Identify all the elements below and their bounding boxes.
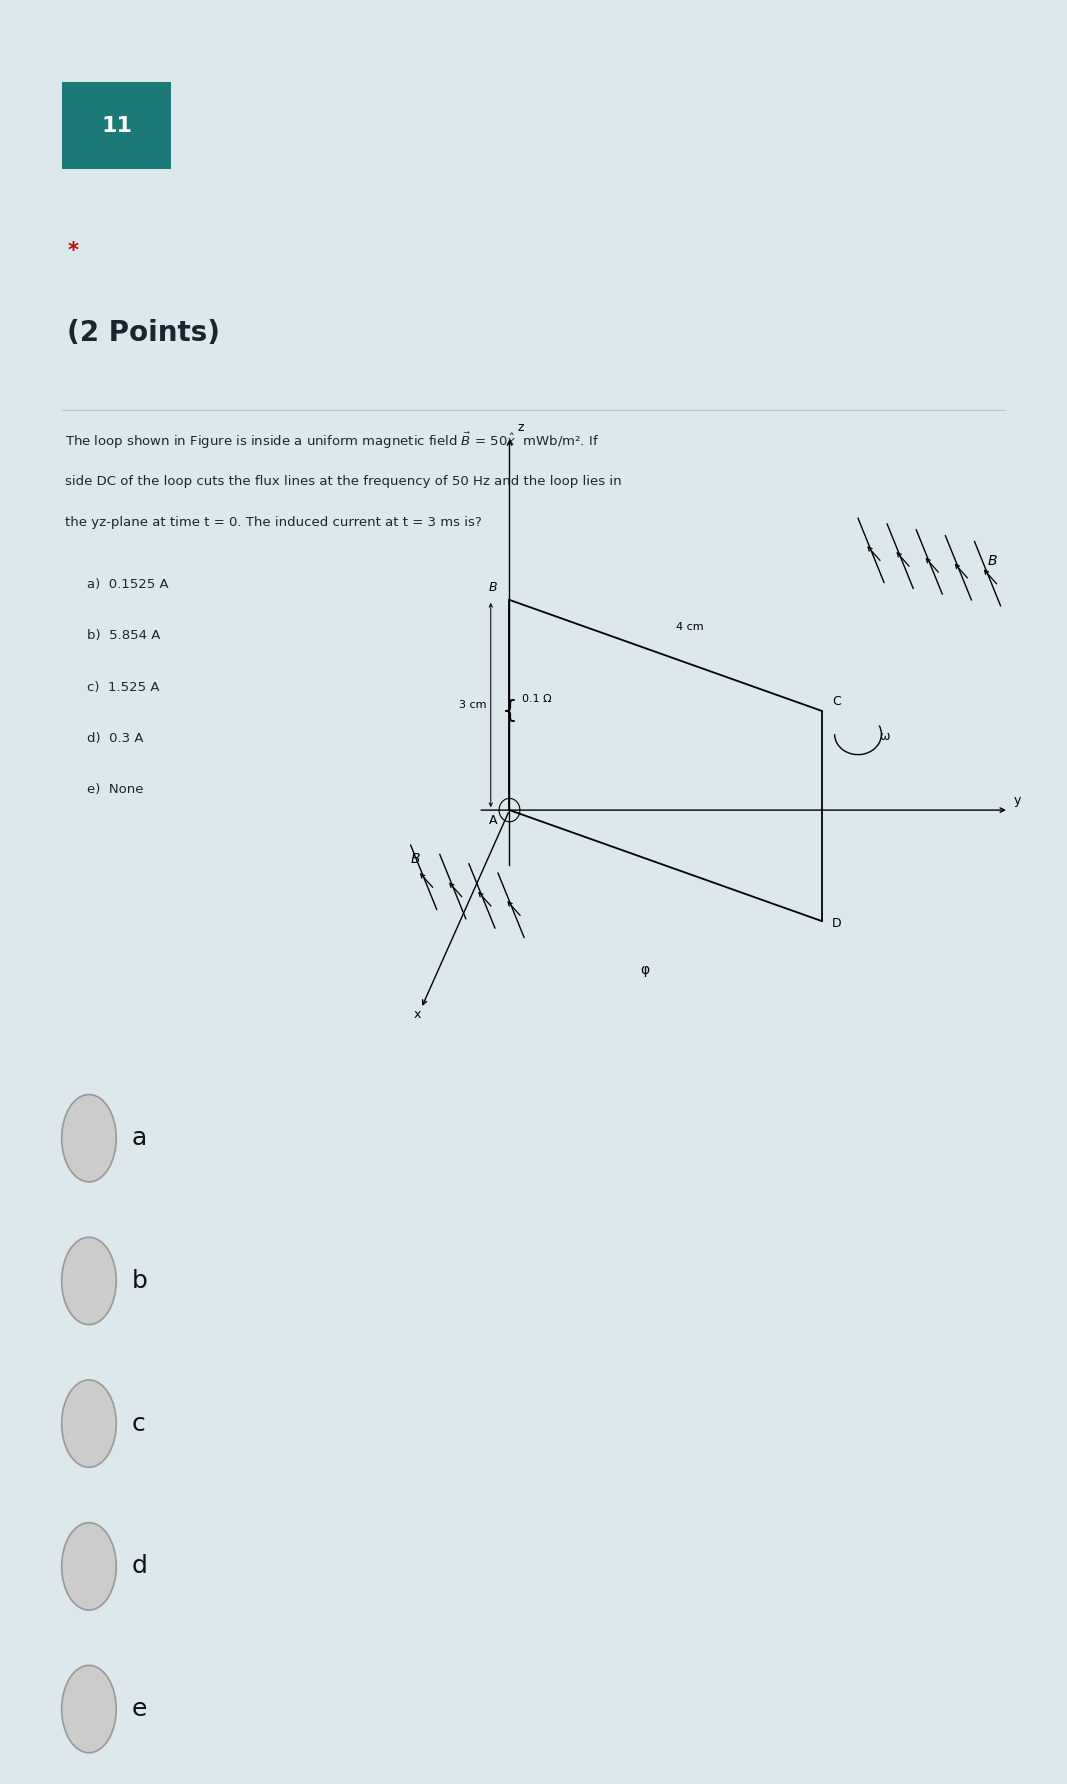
Text: a: a <box>131 1126 147 1151</box>
Text: B: B <box>988 553 998 567</box>
Text: (2 Points): (2 Points) <box>67 319 220 348</box>
Text: a)  0.1525 A: a) 0.1525 A <box>87 578 169 591</box>
Text: b: b <box>131 1268 147 1293</box>
Ellipse shape <box>62 1238 116 1324</box>
Text: the yz-plane at time t = 0. The induced current at t = 3 ms is?: the yz-plane at time t = 0. The induced … <box>65 516 482 530</box>
FancyBboxPatch shape <box>62 82 172 169</box>
Ellipse shape <box>62 1666 116 1752</box>
Text: z: z <box>517 421 524 434</box>
Text: x: x <box>414 1008 421 1020</box>
Text: 0.1 Ω: 0.1 Ω <box>522 694 552 705</box>
Text: B: B <box>489 580 497 594</box>
Text: e)  None: e) None <box>87 783 143 796</box>
Text: ω: ω <box>879 730 889 742</box>
Text: φ: φ <box>640 963 650 976</box>
Text: 3 cm: 3 cm <box>459 699 487 710</box>
Text: y: y <box>1014 794 1021 806</box>
Ellipse shape <box>62 1524 116 1609</box>
Text: A: A <box>489 814 497 828</box>
Ellipse shape <box>62 1095 116 1181</box>
Text: side DC of the loop cuts the flux lines at the frequency of 50 Hz and the loop l: side DC of the loop cuts the flux lines … <box>65 475 622 489</box>
Text: 4 cm: 4 cm <box>676 621 703 632</box>
Text: d)  0.3 A: d) 0.3 A <box>87 731 143 746</box>
Text: d: d <box>131 1554 147 1579</box>
Text: 11: 11 <box>101 116 132 136</box>
Text: c)  1.525 A: c) 1.525 A <box>87 680 159 694</box>
Text: D: D <box>832 917 842 929</box>
Text: {: { <box>501 699 517 723</box>
Ellipse shape <box>62 1381 116 1466</box>
Text: The loop shown in Figure is inside a uniform magnetic field $\vec{B}$ = 50$\hat{: The loop shown in Figure is inside a uni… <box>65 430 600 451</box>
Text: C: C <box>832 696 841 708</box>
Text: e: e <box>131 1697 147 1722</box>
Text: *: * <box>67 241 78 260</box>
Text: c: c <box>131 1411 145 1436</box>
Text: B: B <box>411 851 420 865</box>
Text: b)  5.854 A: b) 5.854 A <box>87 630 160 642</box>
